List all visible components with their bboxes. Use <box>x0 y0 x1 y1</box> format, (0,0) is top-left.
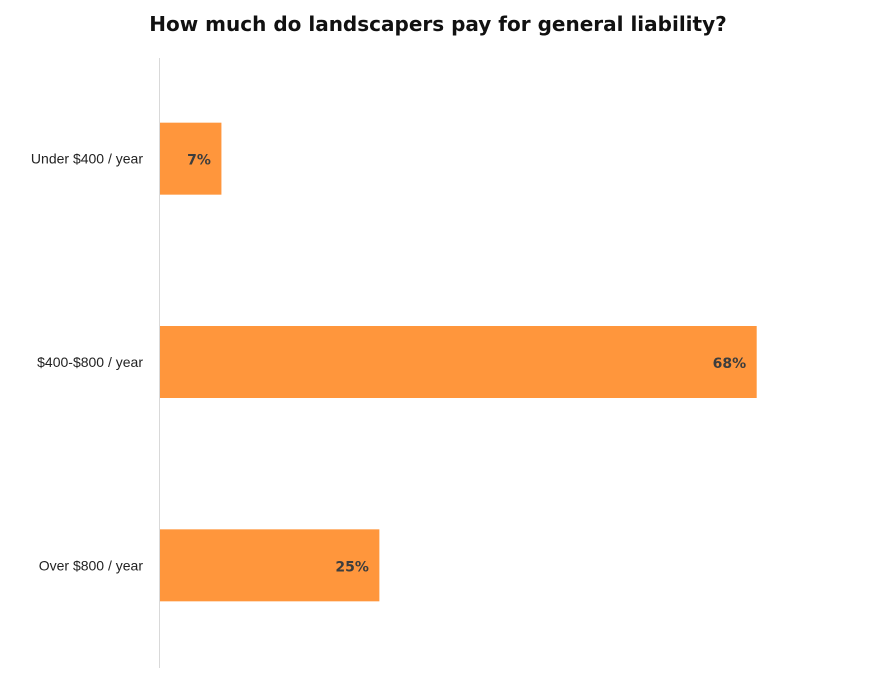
bar <box>160 326 757 398</box>
bar <box>160 122 222 195</box>
category-label: Under $400 / year <box>31 151 143 167</box>
category-label: $400-$800 / year <box>37 354 143 370</box>
bar <box>160 529 380 602</box>
category-label: Over $800 / year <box>39 557 144 573</box>
chart-title: How much do landscapers pay for general … <box>149 12 727 36</box>
data-label: 68% <box>713 356 747 372</box>
data-label: 25% <box>335 559 369 575</box>
data-label: 7% <box>187 153 211 169</box>
